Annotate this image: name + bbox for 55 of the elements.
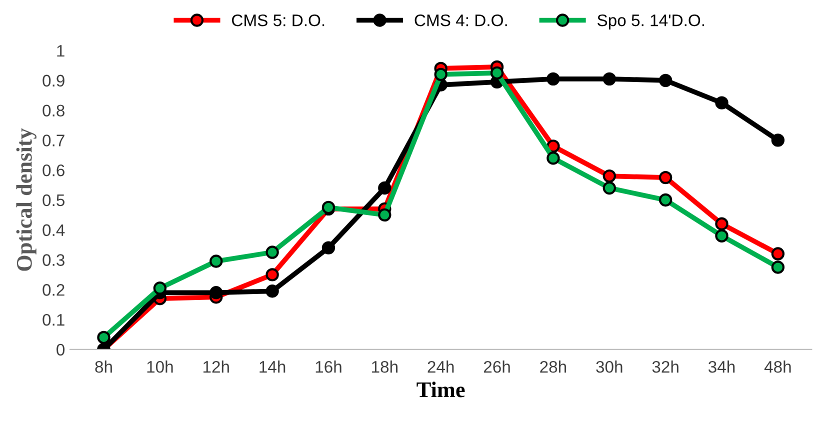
x-tick-label: 28h [540, 360, 566, 373]
point [97, 330, 110, 344]
x-tick-label: 30h [596, 360, 622, 373]
point [266, 246, 279, 259]
y-tick-label: 0.5 [42, 194, 64, 206]
point [322, 241, 336, 254]
point [546, 152, 560, 165]
point [658, 170, 672, 184]
x-tick-label: 8h [95, 360, 112, 373]
point [153, 282, 167, 295]
point [602, 181, 616, 195]
y-tick-label: 0.2 [42, 284, 64, 296]
x-tick-label: 24h [428, 360, 454, 373]
point [602, 72, 616, 86]
y-tick-label: 0.7 [42, 134, 64, 146]
y-tick-label: 0 [56, 344, 65, 356]
y-tick-label: 0.4 [42, 224, 65, 236]
x-tick-label: 34h [708, 360, 735, 373]
y-tick-label: 0.9 [42, 74, 64, 87]
y-axis-title: Optical density [16, 128, 36, 271]
x-tick-label: 10h [147, 360, 173, 373]
x-tick-label: 48h [764, 360, 791, 373]
point [378, 181, 392, 195]
y-tick-label: 0.3 [42, 254, 64, 266]
x-axis-title: Time [416, 382, 465, 398]
x-tick-label: 18h [372, 360, 398, 373]
point [715, 217, 728, 230]
point [266, 284, 279, 298]
x-tick-label: 16h [316, 360, 342, 373]
point [658, 74, 672, 88]
point [715, 229, 728, 242]
y-tick-label: 0.8 [42, 104, 64, 117]
y-tick-label: 0.6 [42, 164, 64, 176]
point [771, 247, 785, 260]
point [378, 208, 392, 222]
legend-label: Spo 5. 14'D.O. [597, 14, 704, 30]
legend-label: CMS 5: D.O. [232, 14, 324, 26]
point [771, 260, 785, 274]
point [210, 254, 223, 268]
x-tick-label: 26h [484, 360, 510, 373]
point [490, 66, 504, 80]
x-tick-label: 12h [203, 360, 229, 373]
point [715, 96, 728, 110]
legend-label: CMS 4: D.O. [414, 14, 507, 26]
point [602, 169, 616, 183]
y-tick-label: 1 [57, 45, 64, 57]
point [771, 134, 785, 147]
x-tick-label: 32h [652, 360, 678, 373]
point [658, 193, 672, 207]
x-tick-label: 14h [260, 360, 286, 373]
point [266, 268, 279, 282]
point [546, 72, 560, 86]
y-tick-label: 0.1 [42, 314, 64, 326]
point [210, 286, 223, 300]
point [434, 68, 448, 82]
